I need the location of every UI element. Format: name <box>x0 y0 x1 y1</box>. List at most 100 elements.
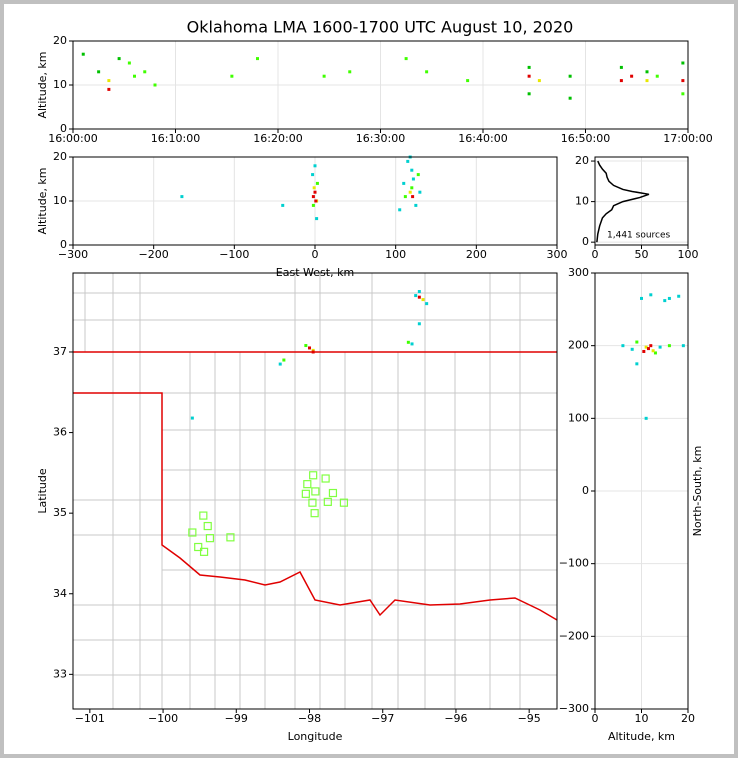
y-tick-label: 35 <box>53 506 67 519</box>
station <box>321 474 330 483</box>
source-point <box>312 186 316 190</box>
source-point <box>311 348 315 352</box>
source-point <box>537 79 541 83</box>
x-tick-label: −99 <box>225 712 248 725</box>
source-point <box>406 340 410 344</box>
y-tick-label: 200 <box>568 339 589 352</box>
x-tick-label: −96 <box>444 712 467 725</box>
source-point <box>281 203 285 207</box>
source-point <box>81 52 85 56</box>
x-tick-label: 300 <box>547 248 568 261</box>
station <box>226 533 235 542</box>
x-tick-label: 0 <box>592 248 599 261</box>
source-point <box>681 61 685 65</box>
y-tick-label: −200 <box>559 629 589 642</box>
x-tick-label: 16:50:00 <box>561 132 610 145</box>
station <box>328 488 338 498</box>
source-point <box>619 65 623 69</box>
source-point <box>667 296 671 300</box>
source-point <box>425 302 429 306</box>
source-point <box>527 74 531 78</box>
source-point <box>645 70 649 74</box>
source-point <box>651 349 655 353</box>
source-point <box>630 347 634 351</box>
source-point <box>153 83 157 87</box>
source-point <box>645 79 649 83</box>
x-tick-label: 17:00:00 <box>663 132 712 145</box>
y-tick-label: −300 <box>559 702 589 715</box>
source-point <box>97 70 101 74</box>
plot-frame <box>594 272 689 710</box>
source-point <box>282 358 286 362</box>
x-tick-label: 16:30:00 <box>356 132 405 145</box>
source-point <box>421 298 425 302</box>
y-tick-label: 33 <box>53 667 67 680</box>
source-point <box>311 173 315 177</box>
source-point <box>681 79 685 83</box>
y-tick-label: 0 <box>582 235 589 248</box>
source-point <box>311 195 315 199</box>
source-point <box>315 217 319 221</box>
x-tick-label: 0 <box>592 712 599 725</box>
source-point <box>417 295 421 299</box>
source-point <box>410 168 414 172</box>
station <box>199 511 208 520</box>
source-point <box>411 177 415 181</box>
y-tick-label: 10 <box>53 194 67 207</box>
annotation: 1,441 sources <box>607 231 671 241</box>
source-point <box>408 190 412 194</box>
source-point <box>414 203 418 207</box>
x-tick-label: 20 <box>681 712 695 725</box>
source-point <box>635 362 639 366</box>
source-point <box>630 74 634 78</box>
y-tick-label: 0 <box>60 122 67 135</box>
x-tick-label: 16:40:00 <box>458 132 507 145</box>
source-point <box>322 74 326 78</box>
source-point <box>402 181 406 185</box>
x-tick-label: −101 <box>75 712 105 725</box>
y-tick-label: 20 <box>575 154 589 167</box>
y-axis-label: Altitude, km <box>36 167 49 234</box>
station <box>303 480 312 489</box>
station <box>309 471 318 480</box>
x-tick-label: −200 <box>139 248 169 261</box>
source-point <box>640 296 643 300</box>
x-tick-label: 100 <box>385 248 406 261</box>
x-tick-label: −100 <box>219 248 249 261</box>
source-point <box>230 74 234 78</box>
source-point <box>127 61 131 65</box>
source-point <box>411 195 415 199</box>
source-point <box>398 208 402 212</box>
source-point <box>117 57 121 61</box>
y-axis-label: North-South, km <box>691 446 704 537</box>
station <box>310 509 319 518</box>
source-point <box>644 416 648 420</box>
plot-frame <box>72 156 558 246</box>
source-point <box>180 195 184 199</box>
source-point <box>568 74 572 78</box>
source-point <box>646 347 650 351</box>
station <box>323 497 332 506</box>
source-point <box>107 87 111 91</box>
x-tick-label: 0 <box>312 248 319 261</box>
county-lines <box>73 273 557 709</box>
source-point <box>681 344 685 348</box>
source-point <box>527 92 531 96</box>
source-point <box>568 96 572 100</box>
y-tick-label: 0 <box>60 238 67 251</box>
x-tick-label: 200 <box>466 248 487 261</box>
source-point <box>304 344 308 348</box>
y-tick-label: 34 <box>53 587 67 600</box>
source-point <box>681 92 685 96</box>
x-tick-label: −98 <box>298 712 321 725</box>
source-point <box>190 416 194 420</box>
source-point <box>425 70 429 74</box>
y-axis-label: Latitude <box>36 468 49 514</box>
source-point <box>414 294 418 298</box>
source-point <box>406 159 410 163</box>
station <box>188 528 197 537</box>
source-point <box>619 79 623 83</box>
source-point <box>315 181 319 185</box>
source-point <box>418 190 422 194</box>
station <box>308 498 317 507</box>
